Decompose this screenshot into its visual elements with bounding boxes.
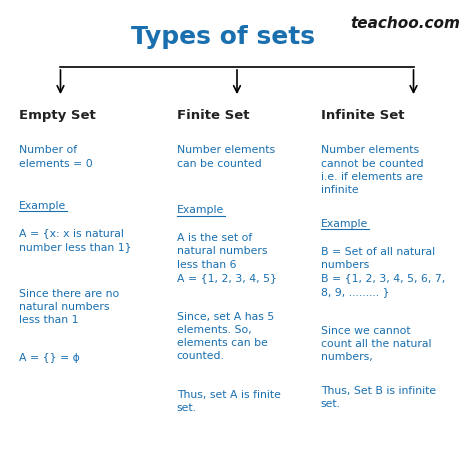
Text: Example: Example: [177, 205, 224, 216]
Text: Number elements
cannot be counted
i.e. if elements are
infinite: Number elements cannot be counted i.e. i…: [320, 146, 423, 195]
Text: A = {x: x is natural
number less than 1}: A = {x: x is natural number less than 1}: [18, 228, 131, 252]
Text: A is the set of
natural numbers
less than 6
A = {1, 2, 3, 4, 5}: A is the set of natural numbers less tha…: [177, 233, 276, 283]
Text: Since, set A has 5
elements. So,
elements can be
counted.: Since, set A has 5 elements. So, element…: [177, 312, 274, 361]
Text: Types of sets: Types of sets: [131, 25, 315, 49]
Text: Empty Set: Empty Set: [18, 109, 95, 122]
Text: Example: Example: [18, 201, 66, 211]
Text: Finite Set: Finite Set: [177, 109, 249, 122]
Text: Since there are no
natural numbers
less than 1: Since there are no natural numbers less …: [18, 289, 119, 325]
Text: teachoo.com: teachoo.com: [350, 16, 460, 31]
Text: A = {} = ϕ: A = {} = ϕ: [18, 353, 80, 363]
Text: B = Set of all natural
numbers
B = {1, 2, 3, 4, 5, 6, 7,
8, 9, ......... }: B = Set of all natural numbers B = {1, 2…: [320, 247, 445, 297]
Text: Infinite Set: Infinite Set: [320, 109, 404, 122]
Text: Number elements
can be counted: Number elements can be counted: [177, 146, 275, 169]
Text: Number of
elements = 0: Number of elements = 0: [18, 146, 92, 169]
Text: Thus, set A is finite
set.: Thus, set A is finite set.: [177, 390, 281, 414]
Text: Thus, Set B is infinite
set.: Thus, Set B is infinite set.: [320, 385, 436, 409]
Text: Example: Example: [320, 219, 368, 229]
Text: Since we cannot
count all the natural
numbers,: Since we cannot count all the natural nu…: [320, 325, 431, 362]
